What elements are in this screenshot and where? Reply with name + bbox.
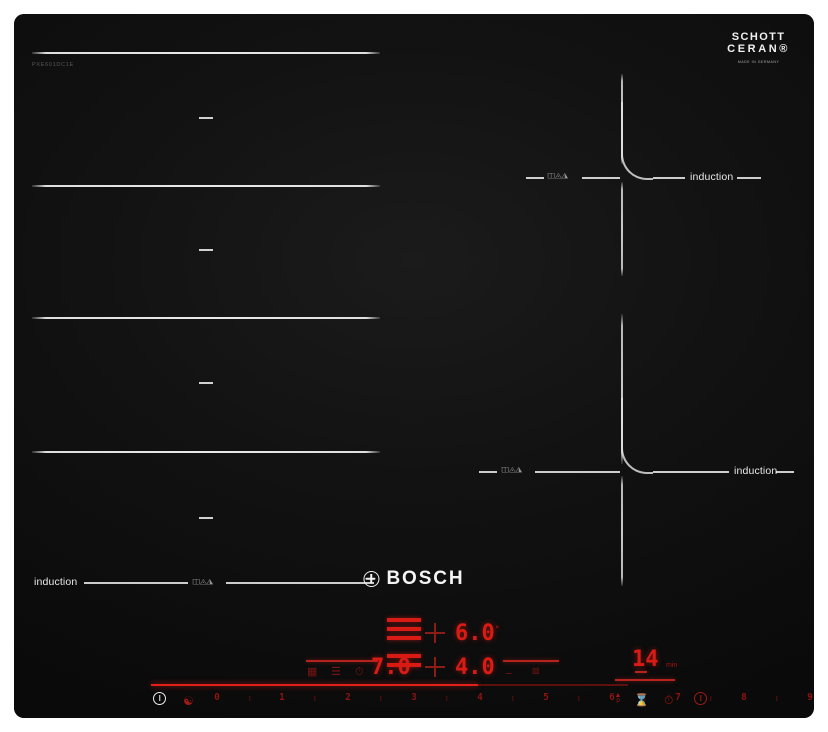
frying-sensor-icon[interactable]: ▦ xyxy=(307,666,318,678)
bosch-emblem-icon xyxy=(363,571,380,587)
level-bar-b-1 xyxy=(387,654,421,658)
power-button[interactable] xyxy=(153,692,166,709)
timer-unit-label: min xyxy=(666,662,678,669)
induction-label-left-rule-2 xyxy=(226,582,374,584)
right-upper-right-rule-a xyxy=(653,177,685,179)
timer-underline-dash xyxy=(635,671,647,673)
power-slider-track[interactable] xyxy=(151,684,628,686)
egg-timer-button[interactable]: ⌛ xyxy=(634,692,649,708)
right-lower-right-rule-b xyxy=(776,471,794,473)
level-bar-a-1 xyxy=(387,618,421,622)
zone-b-power-value: 7.0 xyxy=(371,655,411,680)
level-bar-a-2 xyxy=(387,627,421,631)
power-slider-fill xyxy=(151,684,478,686)
timer-underline xyxy=(615,679,675,681)
induction-label-left-rule xyxy=(84,582,188,584)
flex-zone-glyph-left: ◫◬◮ xyxy=(192,577,213,586)
flex-zone-glyph-right-upper: ◫◬◮ xyxy=(547,171,568,180)
slider-tick-8-9 xyxy=(776,696,778,701)
right-zone-divider-lower xyxy=(621,314,623,464)
level-bars-zone-b xyxy=(387,654,421,667)
slider-number-1[interactable]: 1 xyxy=(279,692,285,703)
zone-b-power-value-right: 4.0 xyxy=(455,655,495,680)
slider-number-2[interactable]: 2 xyxy=(345,692,351,703)
slider-number-5[interactable]: 5 xyxy=(543,692,549,703)
melt-icon[interactable]: ▧ xyxy=(532,666,540,675)
clock-timer-icon: ⏱ xyxy=(664,693,674,707)
boost-button[interactable]: ▲ P xyxy=(607,692,629,706)
power-slider-scale: 0 1 2 3 4 5 6 7 8 9 xyxy=(144,692,813,708)
slider-tick-5-6 xyxy=(578,696,580,701)
right-upper-left-rule-b xyxy=(582,177,620,179)
schott-logo-subtext: MADE IN GERMANY xyxy=(737,60,780,64)
zone-a-power-number: 6.0 xyxy=(455,621,495,646)
level-bar-b-2 xyxy=(387,663,421,667)
zone-a-power-value: 6.0° xyxy=(455,621,500,646)
slider-tick-4-5 xyxy=(512,696,514,701)
timer-clock-icon[interactable]: ⏱ xyxy=(355,666,364,678)
level-bar-a-3 xyxy=(387,636,421,640)
induction-hob-appliance: PXE601DC1E SCHOTT CERAN® MADE IN GERMANY… xyxy=(14,14,814,718)
right-upper-right-rule-b xyxy=(737,177,761,179)
zone-center-dash-2 xyxy=(199,249,213,251)
slider-number-6[interactable]: 6 xyxy=(609,692,615,703)
keep-warm-icon[interactable]: ⚊ xyxy=(505,667,513,676)
slider-number-9[interactable]: 9 xyxy=(807,692,813,703)
clock-timer-button[interactable]: ⏱ xyxy=(664,692,673,708)
boost-label: P xyxy=(616,699,620,705)
slider-tick-7-8 xyxy=(710,696,712,701)
slider-number-3[interactable]: 3 xyxy=(411,692,417,703)
function-row-rule-left xyxy=(306,660,378,662)
pan-detection-icon: ☯ xyxy=(183,694,194,708)
slider-number-4[interactable]: 4 xyxy=(477,692,483,703)
right-zone-corner-upper xyxy=(621,102,653,180)
level-bars-zone-a xyxy=(387,618,421,640)
right-upper-left-rule-a xyxy=(526,177,544,179)
boost-icon: ▲ xyxy=(614,692,622,699)
slider-tick-0-1 xyxy=(249,696,251,701)
right-zone-divider-lower-bottom xyxy=(621,476,623,586)
power-icon xyxy=(153,692,166,705)
slider-tick-1-2 xyxy=(314,696,316,701)
zone-center-dash-4 xyxy=(199,517,213,519)
slider-number-0[interactable]: 0 xyxy=(214,692,220,703)
bosch-logo: BOSCH xyxy=(363,568,464,590)
pan-detection-button[interactable]: ☯ xyxy=(183,693,194,709)
model-number-label: PXE601DC1E xyxy=(32,62,74,68)
slider-number-8[interactable]: 8 xyxy=(741,692,747,703)
right-lower-right-rule-a xyxy=(653,471,729,473)
zone-center-dash-1 xyxy=(199,117,213,119)
child-lock-icon xyxy=(694,692,707,705)
slider-tick-2-3 xyxy=(380,696,382,701)
zone-a-power-suffix: ° xyxy=(494,624,500,634)
induction-label-right-lower: induction xyxy=(734,465,778,477)
zone-marking-line-2 xyxy=(32,185,380,187)
induction-label-right-upper: induction xyxy=(690,171,734,183)
induction-label-left: induction xyxy=(34,576,78,588)
ceramic-glass-surface xyxy=(14,14,814,718)
grill-icon[interactable]: ☰ xyxy=(331,666,341,678)
child-lock-button[interactable] xyxy=(694,692,707,709)
slider-tick-6-7 xyxy=(644,696,646,701)
zone-marking-line-4 xyxy=(32,451,380,453)
zone-marking-line-1 xyxy=(32,52,380,54)
zone-marking-line-3 xyxy=(32,317,380,319)
timer-value: 14 xyxy=(632,647,659,672)
zone-center-dash-3 xyxy=(199,382,213,384)
function-row-rule-right xyxy=(503,660,559,662)
right-lower-left-rule-b xyxy=(535,471,620,473)
schott-logo-line2: CERAN® xyxy=(727,43,790,55)
schott-logo-line1: SCHOTT xyxy=(731,31,786,43)
flex-zone-glyph-right-lower: ◫◬◮ xyxy=(501,465,522,474)
slider-tick-3-4 xyxy=(446,696,448,701)
right-lower-left-rule-a xyxy=(479,471,497,473)
slider-number-7[interactable]: 7 xyxy=(675,692,681,703)
egg-timer-icon: ⌛ xyxy=(634,693,649,707)
bosch-wordmark: BOSCH xyxy=(386,568,465,589)
schott-ceran-logo: SCHOTT CERAN® MADE IN GERMANY xyxy=(727,31,790,65)
right-zone-divider-upper-lower xyxy=(621,182,623,276)
right-zone-corner-lower xyxy=(621,398,653,474)
